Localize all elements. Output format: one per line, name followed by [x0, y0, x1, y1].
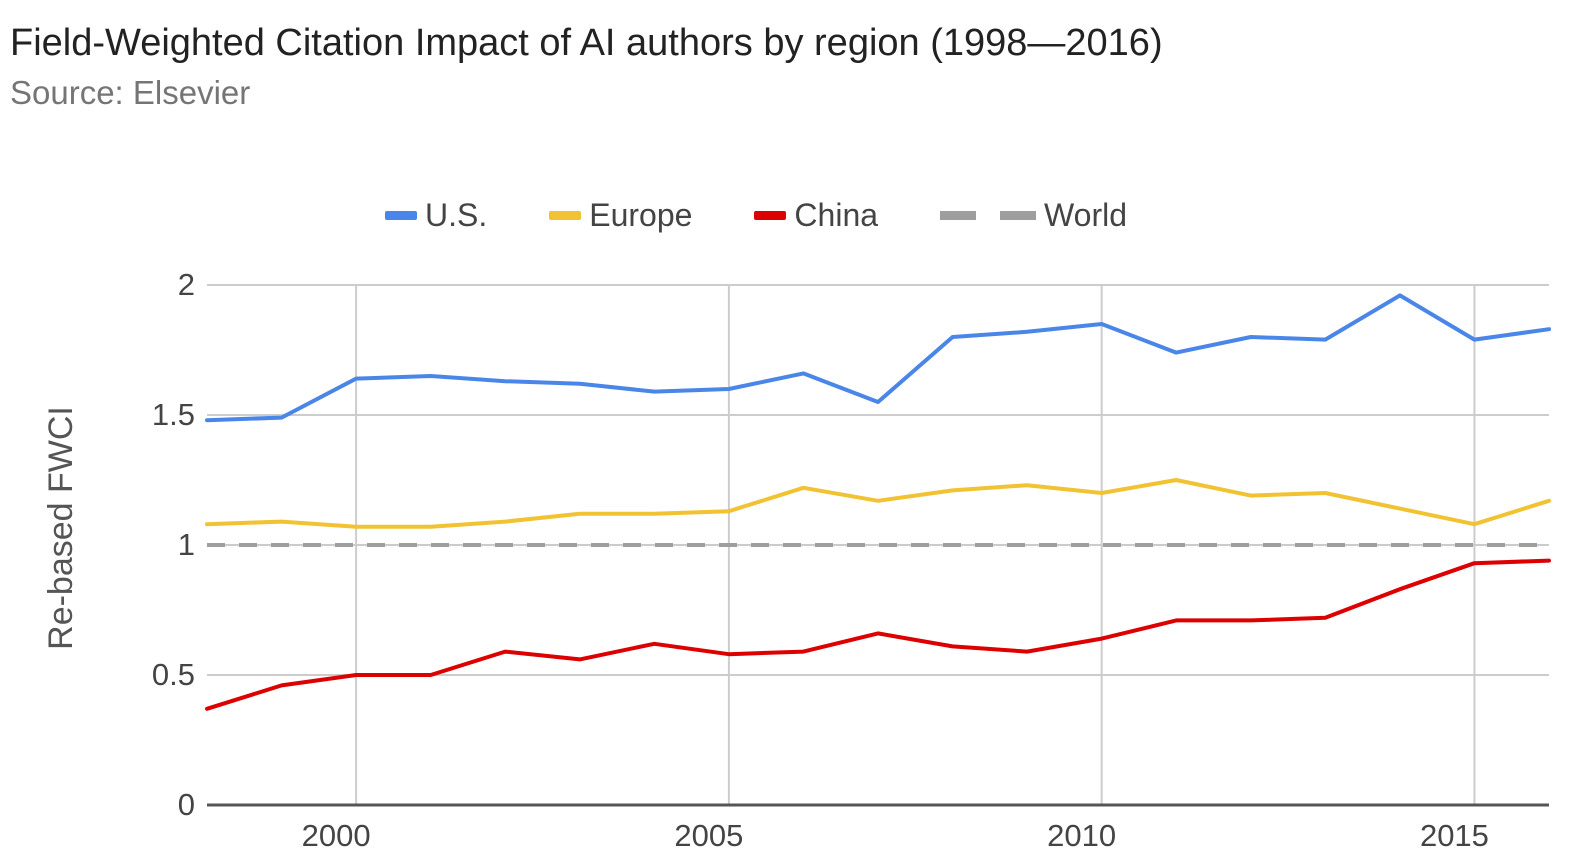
legend-item-us[interactable]: U.S.	[385, 197, 487, 234]
series-lines	[205, 293, 1551, 711]
chart-legend: U.S. Europe China World	[385, 193, 1189, 237]
legend-label-world: World	[1044, 196, 1128, 233]
axes: 0 0.5 1 1.5 2 2000 2005 2010 2015	[152, 267, 1549, 853]
legend-swatch-china	[754, 210, 787, 220]
y-tick-label: 0.5	[152, 657, 195, 692]
legend-item-china[interactable]: China	[754, 197, 878, 234]
y-tick-label: 0	[178, 787, 195, 822]
grid-lines	[207, 284, 1549, 805]
series-line-europe[interactable]	[205, 478, 1551, 529]
y-tick-label: 1	[178, 527, 195, 562]
y-tick-label: 2	[178, 267, 195, 302]
chart-title: Field-Weighted Citation Impact of AI aut…	[10, 22, 1163, 64]
legend-label-china: China	[794, 196, 879, 233]
legend-label-europe: Europe	[589, 196, 693, 233]
y-tick-label: 1.5	[152, 397, 195, 432]
x-tick-label: 2005	[674, 818, 743, 853]
x-tick-label: 2000	[302, 818, 371, 853]
legend-swatch-europe	[549, 210, 582, 220]
legend-swatch-us	[385, 210, 417, 220]
legend-label-us: U.S.	[425, 196, 488, 233]
series-line-us[interactable]	[205, 293, 1551, 423]
y-axis-title: Re-based FWCI	[42, 406, 80, 650]
x-tick-label: 2015	[1420, 818, 1489, 853]
x-tick-label: 2010	[1047, 818, 1116, 853]
legend-item-europe[interactable]: Europe	[549, 197, 692, 234]
legend-swatch-world	[940, 210, 1037, 220]
legend-item-world[interactable]: World	[940, 197, 1127, 234]
chart-subtitle: Source: Elsevier	[10, 74, 251, 111]
series-line-china[interactable]	[205, 558, 1551, 711]
